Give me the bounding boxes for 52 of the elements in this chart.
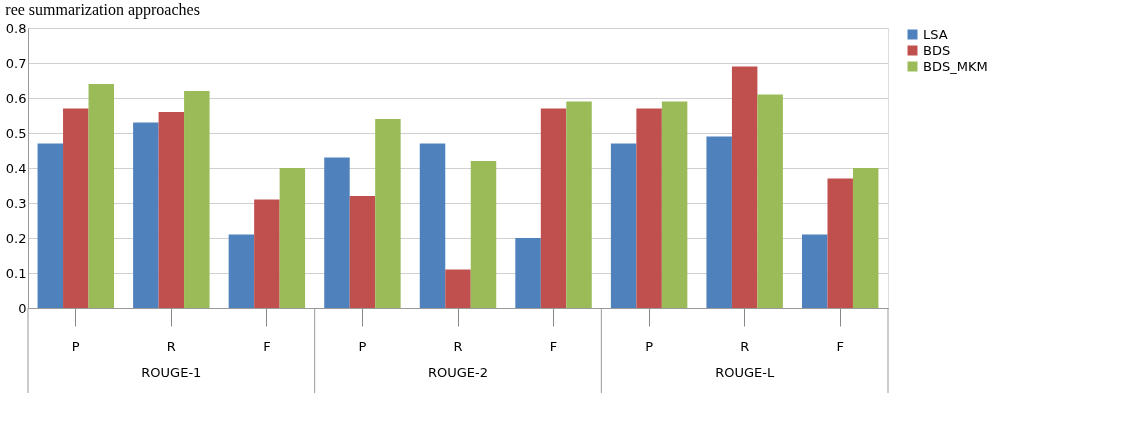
y-tick-label: 0.2	[5, 230, 27, 246]
x-tick-label: R	[453, 338, 463, 354]
bar	[706, 136, 732, 308]
bar	[88, 84, 114, 308]
bar	[610, 143, 637, 308]
bar	[228, 234, 255, 308]
bar	[661, 101, 688, 308]
x-tick-label: F	[263, 338, 271, 354]
bar	[827, 178, 853, 308]
bar	[37, 143, 64, 308]
bar	[731, 66, 758, 308]
y-tick-label: 0.6	[5, 90, 27, 106]
bar	[324, 157, 350, 308]
y-tick-label: 0.4	[5, 160, 27, 176]
bar	[636, 108, 662, 308]
bar	[184, 91, 210, 308]
x-tick-label: R	[166, 338, 176, 354]
legend-label: BDS_MKM	[923, 58, 988, 74]
bar	[802, 234, 828, 308]
text: ROUGE-L	[715, 365, 775, 380]
y-tick-label: 0.5	[5, 125, 27, 141]
bar	[279, 168, 306, 308]
bar	[566, 101, 592, 308]
legend-label: LSA	[923, 26, 948, 42]
text: ROUGE-1	[141, 365, 202, 380]
bar	[254, 199, 280, 308]
bar	[349, 196, 376, 308]
bar	[375, 119, 401, 308]
bar	[133, 122, 159, 308]
y-tick-label: 0.8	[5, 20, 27, 36]
bar	[63, 108, 89, 308]
bar	[852, 168, 879, 308]
bar	[470, 161, 497, 308]
bar	[515, 238, 541, 308]
bar	[757, 94, 783, 308]
x-tick-label: F	[836, 338, 844, 354]
text: ROUGE-2	[427, 365, 489, 380]
x-tick-label: P	[71, 338, 80, 354]
bar	[158, 112, 185, 308]
y-tick-label: 0.7	[5, 55, 27, 71]
y-tick-label: 0.1	[5, 265, 27, 281]
x-tick-label: P	[358, 338, 367, 354]
x-tick-label: F	[549, 338, 558, 354]
x-tick-label: P	[645, 338, 654, 354]
bar	[445, 269, 471, 308]
chart-title: ree summarization approaches	[5, 1, 200, 19]
bar	[540, 108, 567, 308]
legend-label: BDS	[923, 42, 951, 58]
bar	[419, 143, 446, 308]
y-tick-label: 0	[18, 300, 27, 316]
y-tick-label: 0.3	[5, 195, 27, 211]
x-tick-label: R	[740, 338, 750, 354]
